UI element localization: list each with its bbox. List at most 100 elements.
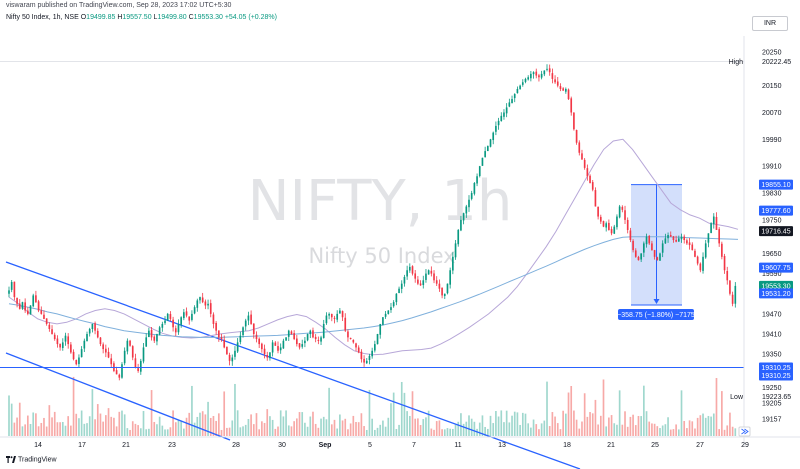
candle (274, 341, 277, 346)
go-to-realtime-chevrons (741, 428, 749, 435)
candle (191, 310, 193, 322)
candle-body (626, 219, 629, 230)
candle (137, 363, 139, 373)
candle-body (648, 236, 651, 244)
candle-body (274, 342, 277, 346)
time-axis[interactable]: 14 17 21 23 28 30 Sep 5 7 11 13 18 21 25 27 29 (0, 436, 800, 449)
candle-body (330, 313, 333, 318)
candle (96, 328, 99, 339)
go-to-realtime-icon[interactable] (738, 426, 751, 437)
candle-body (91, 323, 94, 330)
price-range-measure[interactable]: −358.75 (−1.80%) −7175 (617, 184, 695, 321)
candle (656, 256, 659, 261)
volume-bar (648, 421, 651, 436)
currency-selector[interactable]: INR (752, 16, 788, 31)
candle-body (653, 250, 656, 257)
volume-bar (675, 424, 677, 436)
volume-bar (403, 392, 406, 436)
candle-body (51, 329, 53, 335)
volume-bar (532, 419, 535, 436)
candle (110, 353, 113, 368)
volume-bar (721, 391, 723, 436)
candle-body (583, 159, 586, 168)
candle-body (667, 235, 669, 239)
candle (597, 206, 599, 220)
volume-bar (64, 425, 67, 436)
trend-channel[interactable] (5, 261, 581, 469)
volume-bar (573, 410, 575, 436)
candle-body (484, 151, 486, 158)
candle (32, 293, 35, 308)
volume-bar (191, 385, 193, 436)
price-tag-label: 19310.25 (761, 373, 790, 380)
time-tick-label: 30 (278, 442, 286, 449)
candle-body (688, 242, 691, 246)
candle (88, 327, 91, 337)
open-value: 19499.85 (86, 14, 116, 21)
candle-body (414, 273, 417, 279)
candle-body (610, 229, 613, 234)
candle (551, 68, 554, 84)
time-tick-label: 21 (607, 442, 615, 449)
candle (72, 349, 75, 361)
volume-bar (511, 415, 513, 436)
volume-bar (497, 416, 500, 436)
price-tag-box (759, 179, 793, 190)
candle-body (508, 102, 511, 107)
candle (336, 310, 339, 323)
volume-bar (201, 411, 204, 436)
candle (379, 323, 382, 339)
candle-body (511, 99, 513, 104)
volume-bar (443, 429, 446, 436)
candle-body (365, 360, 368, 364)
candle-body (726, 271, 729, 281)
candle (285, 337, 287, 341)
candle-body (387, 310, 390, 314)
candle-body (686, 240, 688, 244)
volume-bar (355, 422, 357, 436)
candle (296, 334, 298, 347)
candle-body (680, 236, 683, 240)
candle (290, 330, 293, 335)
candle-body (524, 78, 527, 82)
candle-body (521, 82, 524, 85)
candle (277, 341, 279, 354)
candle (314, 334, 317, 343)
volume-bar (271, 419, 274, 436)
candle (661, 240, 664, 258)
volume-bar (669, 429, 672, 436)
candle-body (454, 243, 457, 258)
volume-bar (368, 389, 371, 436)
volume-bar (729, 412, 731, 436)
candle (10, 280, 13, 293)
volume-bar (301, 412, 304, 436)
volume-bar (61, 421, 64, 436)
candle (419, 280, 422, 286)
candle-body (86, 334, 88, 341)
candle (43, 310, 45, 320)
candle (591, 180, 594, 192)
volume-bar (624, 411, 626, 436)
candle-body (169, 314, 172, 319)
candle (196, 298, 199, 312)
candle (24, 298, 26, 313)
candle (586, 164, 589, 181)
candle-body (497, 120, 500, 126)
volume-bar (508, 422, 511, 436)
volume-bar (457, 421, 460, 436)
volume-bar (336, 428, 339, 436)
volume-bar (180, 420, 182, 436)
footer-brand[interactable]: TradingView (6, 456, 57, 463)
candle (317, 336, 320, 345)
candle-body (29, 305, 32, 315)
candle-body (314, 336, 317, 340)
candle (535, 68, 538, 79)
volume-bar (653, 423, 656, 436)
volume-bar (478, 422, 481, 436)
price-axis[interactable]: 20250 20150 20070 19990 19910 19830 19750 19650… (743, 36, 800, 446)
price-tag-box (759, 362, 793, 373)
symbol-watermark: NIFTY, 1h Nifty 50 Index (248, 169, 513, 268)
candle-body (400, 283, 403, 289)
candle-body (516, 88, 519, 94)
